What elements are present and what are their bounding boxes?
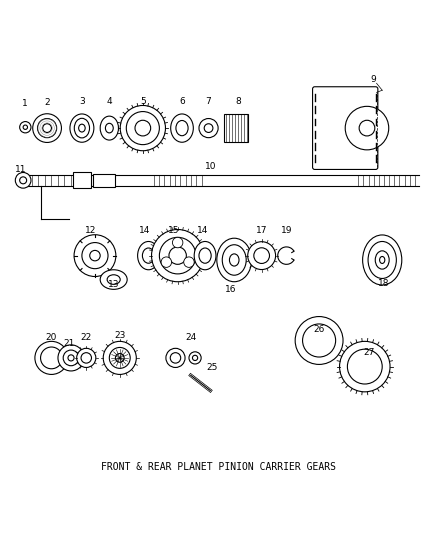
Bar	[73, 173, 91, 188]
Circle shape	[173, 237, 183, 248]
Bar	[224, 114, 248, 142]
Bar	[93, 174, 115, 187]
Text: 12: 12	[85, 226, 96, 235]
Text: 16: 16	[226, 285, 237, 294]
Text: 5: 5	[140, 98, 146, 107]
Circle shape	[58, 345, 84, 371]
Ellipse shape	[363, 235, 402, 285]
Text: 2: 2	[44, 98, 50, 107]
Circle shape	[184, 257, 194, 268]
Circle shape	[339, 341, 390, 392]
Circle shape	[35, 341, 68, 375]
Text: 15: 15	[168, 226, 179, 235]
Circle shape	[152, 230, 204, 282]
Text: 19: 19	[281, 226, 292, 235]
Circle shape	[74, 235, 116, 277]
Text: 14: 14	[138, 227, 150, 235]
Text: 8: 8	[236, 98, 241, 107]
Circle shape	[161, 257, 172, 268]
Text: 1: 1	[22, 99, 28, 108]
Circle shape	[248, 241, 276, 270]
Text: 6: 6	[179, 98, 185, 107]
Ellipse shape	[171, 114, 193, 142]
Circle shape	[33, 114, 61, 142]
Ellipse shape	[194, 241, 216, 270]
FancyBboxPatch shape	[313, 87, 378, 169]
Circle shape	[295, 317, 343, 365]
Circle shape	[345, 107, 389, 150]
Text: 22: 22	[81, 333, 92, 342]
Text: 11: 11	[15, 165, 27, 174]
Circle shape	[199, 118, 218, 138]
Text: 3: 3	[79, 98, 85, 107]
Text: 18: 18	[378, 279, 389, 288]
Text: 10: 10	[205, 162, 216, 171]
Text: 23: 23	[114, 331, 125, 340]
Ellipse shape	[70, 114, 94, 142]
Circle shape	[189, 352, 201, 364]
Ellipse shape	[100, 116, 118, 140]
Circle shape	[120, 106, 166, 151]
Ellipse shape	[100, 270, 127, 289]
Text: 26: 26	[314, 325, 325, 334]
Circle shape	[103, 341, 136, 375]
Text: 17: 17	[256, 226, 268, 235]
Circle shape	[77, 349, 96, 367]
Text: 25: 25	[207, 363, 218, 372]
Text: 4: 4	[106, 98, 112, 107]
Text: 13: 13	[108, 280, 120, 289]
Ellipse shape	[138, 241, 159, 270]
Text: 27: 27	[364, 348, 375, 357]
Text: 14: 14	[197, 227, 208, 235]
Text: 24: 24	[185, 333, 196, 342]
Text: FRONT & REAR PLANET PINION CARRIER GEARS: FRONT & REAR PLANET PINION CARRIER GEARS	[102, 462, 336, 472]
Ellipse shape	[217, 238, 252, 282]
Text: 20: 20	[46, 333, 57, 342]
Circle shape	[166, 349, 185, 367]
Text: 21: 21	[63, 339, 74, 348]
Text: 9: 9	[371, 75, 376, 84]
Text: 7: 7	[206, 98, 212, 107]
Circle shape	[15, 173, 31, 188]
